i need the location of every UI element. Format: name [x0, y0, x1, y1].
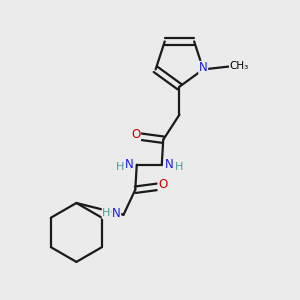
Text: H: H: [102, 208, 111, 218]
Text: N: N: [199, 61, 208, 74]
Text: N: N: [112, 207, 121, 220]
Text: H: H: [175, 162, 183, 172]
Text: N: N: [165, 158, 173, 171]
Text: O: O: [158, 178, 167, 191]
Text: H: H: [116, 162, 124, 172]
Text: N: N: [125, 158, 134, 171]
Text: CH₃: CH₃: [230, 61, 249, 71]
Text: O: O: [131, 128, 140, 141]
